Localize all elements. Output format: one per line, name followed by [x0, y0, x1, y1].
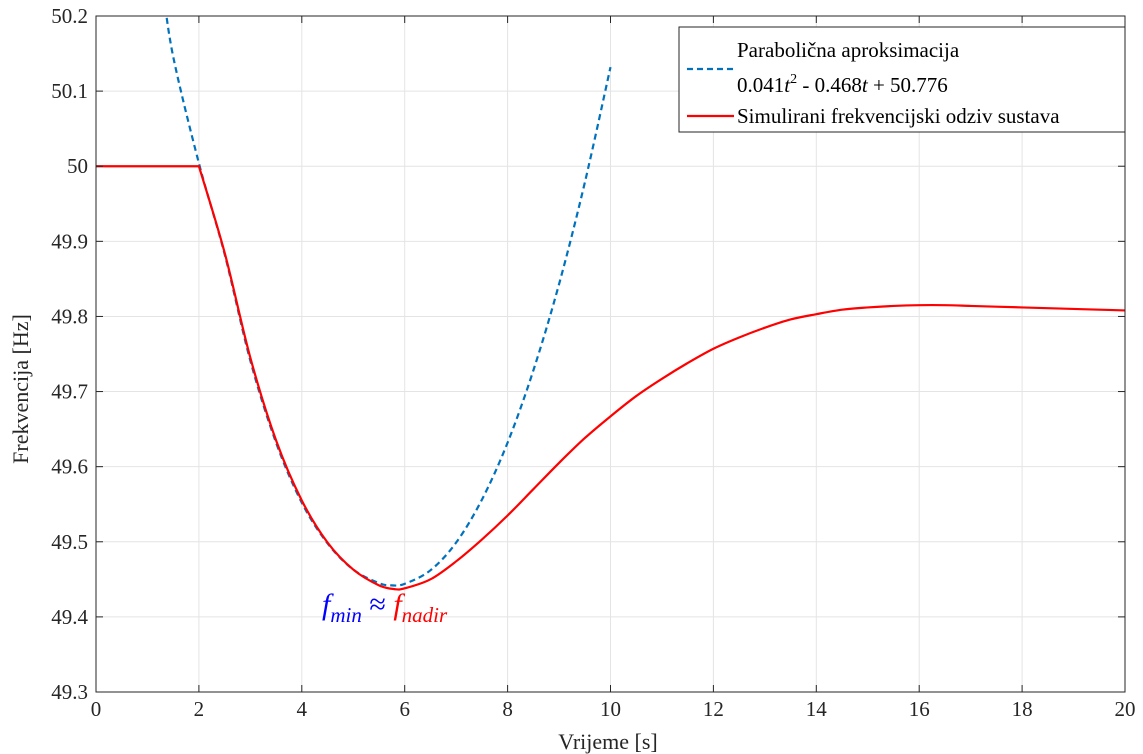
annotation-fnadir-subscript: nadir [402, 603, 448, 627]
annotation-fmin-subscript: min [330, 603, 362, 627]
x-tick-labels: 0 2 4 6 8 10 12 14 16 18 20 [91, 697, 1136, 721]
x-tick-label: 10 [600, 697, 621, 721]
x-tick-label: 16 [909, 697, 930, 721]
x-tick-label: 2 [194, 697, 205, 721]
x-axis-label: Vrijeme [s] [558, 729, 657, 754]
eq-exponent: 2 [790, 72, 797, 87]
x-tick-label: 6 [399, 697, 410, 721]
y-tick-label: 49.9 [51, 229, 88, 253]
parabolic-approximation-line [165, 16, 612, 587]
annotation-approx-sign: ≈ [362, 588, 393, 621]
eq-coef-a: 0.041 [737, 73, 784, 97]
x-tick-label: 20 [1115, 697, 1136, 721]
y-tick-label: 49.3 [51, 680, 88, 704]
eq-var-t2: t [862, 73, 869, 97]
y-tick-label: 50.2 [51, 4, 88, 28]
x-tick-label: 14 [806, 697, 828, 721]
nadir-annotation: fmin ≈ fnadir [322, 588, 448, 627]
y-tick-labels: 49.3 49.4 49.5 49.6 49.7 49.8 49.9 50 50.1 50.2 [51, 4, 88, 704]
y-tick-label: 49.7 [51, 380, 88, 404]
x-tick-label: 18 [1012, 697, 1033, 721]
x-tick-label: 8 [502, 697, 513, 721]
legend-parabola-equation: 0.041t2 - 0.468t + 50.776 [737, 72, 948, 97]
x-tick-label: 12 [703, 697, 724, 721]
y-tick-label: 49.8 [51, 304, 88, 328]
y-axis-label: Frekvencija [Hz] [8, 314, 33, 464]
legend: Parabolična aproksimacija 0.041t2 - 0.46… [678, 26, 1126, 133]
legend-parabola-label: Parabolična aproksimacija [737, 38, 960, 62]
x-tick-label: 4 [297, 697, 308, 721]
y-tick-label: 50 [67, 154, 88, 178]
x-tick-label: 0 [91, 697, 102, 721]
series-layer [96, 16, 1125, 591]
eq-coef-b: - 0.468 [797, 73, 862, 97]
y-tick-label: 50.1 [51, 79, 88, 103]
legend-box [678, 26, 1126, 133]
tick-marks [95, 15, 1126, 693]
y-tick-label: 49.5 [51, 530, 88, 554]
legend-simulated-label: Simulirani frekvencijski odziv sustava [737, 104, 1060, 128]
simulated-response-line [96, 165, 1125, 591]
eq-var-t1: t [784, 73, 791, 97]
eq-coef-c: + 50.776 [868, 73, 948, 97]
y-tick-label: 49.4 [51, 605, 88, 629]
y-tick-label: 49.6 [51, 455, 88, 479]
